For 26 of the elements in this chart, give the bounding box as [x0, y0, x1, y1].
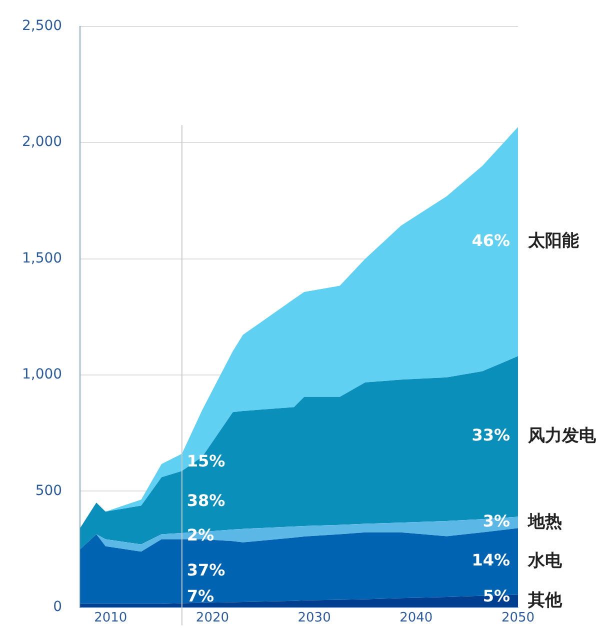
series-label: 太阳能 — [527, 231, 579, 252]
annotation: 37% — [186, 560, 226, 580]
y-tick-label: 500 — [35, 482, 62, 499]
x-tick-label: 2030 — [298, 610, 331, 626]
annotation: 3% — [482, 512, 510, 531]
annotation: 5% — [482, 586, 510, 606]
y-tick-label: 1,500 — [22, 250, 62, 266]
annotation: 33% — [472, 426, 510, 445]
y-tick-label: 2,000 — [22, 134, 62, 150]
x-tick-label: 2040 — [400, 610, 433, 626]
annotation: 14% — [472, 550, 510, 570]
annotation: 38% — [186, 491, 226, 510]
series-label: 其他 — [527, 590, 563, 610]
y-tick-label: 1,000 — [22, 366, 62, 383]
y-tick-label: 0 — [53, 599, 62, 616]
x-tick-label: 2050 — [501, 610, 535, 626]
annotation: 7% — [186, 586, 214, 606]
series-label: 地热 — [527, 512, 562, 532]
annotation: 15% — [186, 452, 226, 471]
series-label: 水电 — [527, 550, 563, 571]
x-tick-label: 2010 — [94, 610, 128, 626]
x-tick-label: 2020 — [196, 610, 230, 626]
annotation: 46% — [472, 230, 510, 250]
y-tick-label: 2,500 — [22, 18, 62, 34]
series-label: 风力发电 — [527, 426, 597, 446]
annotation: 2% — [186, 525, 214, 544]
